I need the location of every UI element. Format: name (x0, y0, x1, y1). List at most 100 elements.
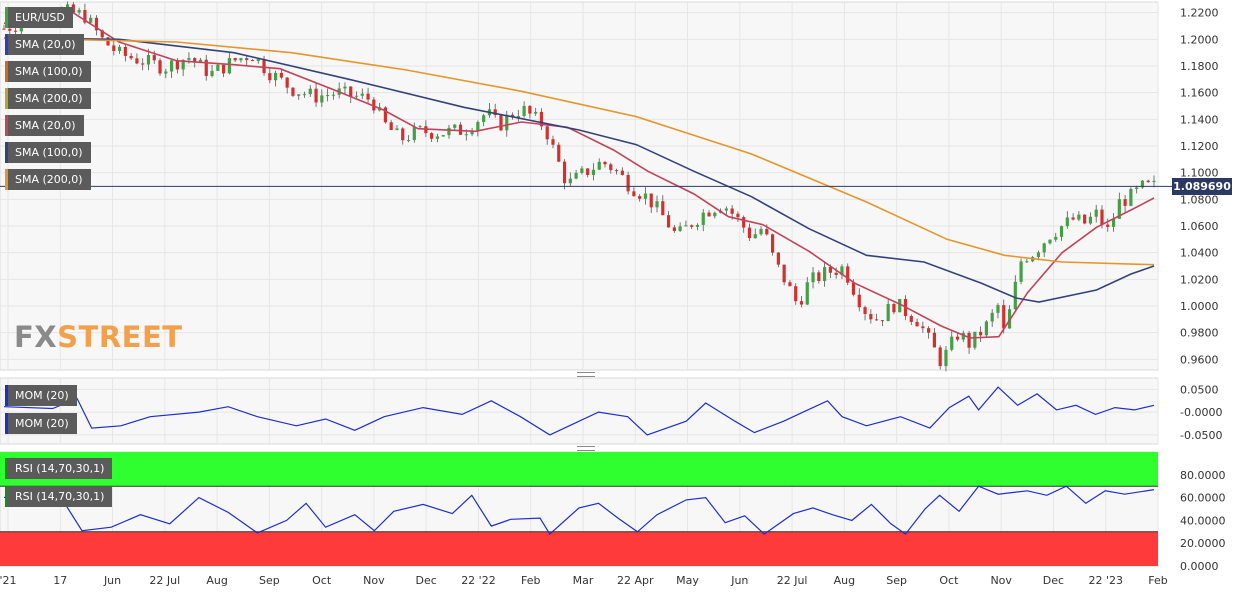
candle-body (932, 332, 937, 348)
candle-body (794, 286, 798, 302)
legend-sma-2[interactable]: SMA (100,0) (5, 61, 91, 82)
candle-body (175, 60, 179, 70)
y-tick-label: 1.0000 (1180, 300, 1219, 313)
legend-swatch (5, 34, 8, 55)
legend-symbol[interactable]: EUR/USD (5, 7, 73, 28)
legend-swatch (5, 458, 8, 479)
candle-body (591, 169, 596, 175)
x-tick-label: Dec (1043, 574, 1064, 587)
candle-body (453, 124, 457, 128)
y-tick-label: 1.0200 (1180, 273, 1219, 286)
candle-body (950, 336, 954, 350)
candle-body (117, 46, 122, 51)
candle-body (187, 58, 191, 60)
x-tick-label: 22 Jul (149, 574, 180, 587)
candle-body (250, 60, 255, 62)
y-tick-label: 1.1400 (1180, 113, 1219, 126)
x-tick-label: Oct (312, 574, 332, 587)
candle-body (973, 331, 977, 348)
y-tick-label: 1.0400 (1180, 247, 1219, 260)
candle-body (112, 45, 116, 51)
mom-tick-label: -0.0000 (1180, 406, 1222, 419)
sma-line-1 (3, 37, 1155, 303)
legend-label: MOM (20) (15, 417, 69, 430)
legend-sma-6[interactable]: SMA (200,0) (5, 169, 91, 190)
candle-body (123, 46, 127, 56)
candle-body (1025, 261, 1029, 263)
candle-body (638, 196, 642, 199)
candle-body (661, 201, 665, 216)
candle-body (274, 72, 278, 81)
candles-group (2, 1, 1156, 372)
sma-line-2 (3, 37, 1155, 266)
legend-swatch (5, 115, 8, 136)
candle-body (557, 144, 561, 162)
legend-label: SMA (200,0) (15, 173, 83, 186)
candle-body (597, 161, 601, 170)
pane-resize-handle-1[interactable] (577, 372, 595, 377)
candle-body (476, 122, 480, 132)
candle-body (955, 336, 960, 340)
candle-body (65, 4, 70, 9)
legend-mom-2[interactable]: MOM (20) (5, 413, 77, 434)
candle-body (204, 59, 208, 76)
legend-swatch (5, 486, 8, 507)
rsi-overbought-zone (0, 452, 1158, 487)
candle-body (291, 87, 295, 96)
candle-body (227, 58, 231, 74)
candle-body (690, 225, 694, 227)
candle-body (707, 212, 711, 217)
candle-body (759, 228, 763, 235)
legend-rsi-1[interactable]: RSI (14,70,30,1) (5, 458, 113, 479)
candle-body (701, 212, 705, 225)
candle-body (626, 174, 630, 192)
legend-swatch (5, 61, 8, 82)
candle-body (666, 215, 671, 228)
candle-body (632, 191, 636, 197)
candle-body (649, 193, 653, 208)
rsi-oversold-zone (0, 531, 1158, 566)
candle-body (1088, 216, 1093, 224)
legend-sma-1[interactable]: SMA (20,0) (5, 34, 84, 55)
candle-body (1019, 261, 1023, 282)
rsi-tick-label: 20.0000 (1180, 537, 1226, 550)
legend-rsi-2[interactable]: RSI (14,70,30,1) (5, 486, 113, 507)
candle-body (71, 4, 75, 13)
legend-sma-3[interactable]: SMA (200,0) (5, 88, 91, 109)
candle-body (256, 59, 260, 62)
x-tick-label: 22 Apr (617, 574, 654, 587)
candle-body (857, 294, 861, 308)
candle-body (181, 59, 185, 70)
candle-body (13, 30, 18, 32)
candle-body (979, 331, 983, 336)
candle-body (944, 349, 948, 367)
legend-sma-5[interactable]: SMA (100,0) (5, 142, 91, 163)
candle-body (609, 164, 613, 171)
x-tick-label: Nov (363, 574, 385, 587)
candle-body (1146, 180, 1150, 183)
candle-body (828, 267, 832, 273)
candle-body (1135, 187, 1139, 189)
x-tick-label: Dec (416, 574, 437, 587)
momentum-line (3, 386, 1155, 436)
candle-body (909, 316, 913, 322)
candle-body (886, 303, 890, 322)
candle-body (233, 58, 237, 61)
candle-body (1111, 218, 1116, 227)
x-tick-label: Feb (521, 574, 540, 587)
pane-resize-handle-2[interactable] (577, 446, 595, 451)
candle-body (753, 234, 757, 239)
candle-body (869, 314, 873, 320)
candle-body (198, 59, 203, 63)
legend-sma-4[interactable]: SMA (20,0) (5, 115, 84, 136)
candle-body (927, 328, 931, 333)
candle-body (742, 217, 746, 228)
legend-mom-1[interactable]: MOM (20) (5, 385, 77, 406)
candle-body (614, 170, 619, 172)
candle-body (493, 109, 497, 116)
candle-body (568, 178, 572, 184)
candle-body (1100, 209, 1104, 225)
last-price-label: 1.089690 (1172, 178, 1232, 195)
candle-body (539, 111, 544, 127)
candle-body (302, 94, 307, 96)
